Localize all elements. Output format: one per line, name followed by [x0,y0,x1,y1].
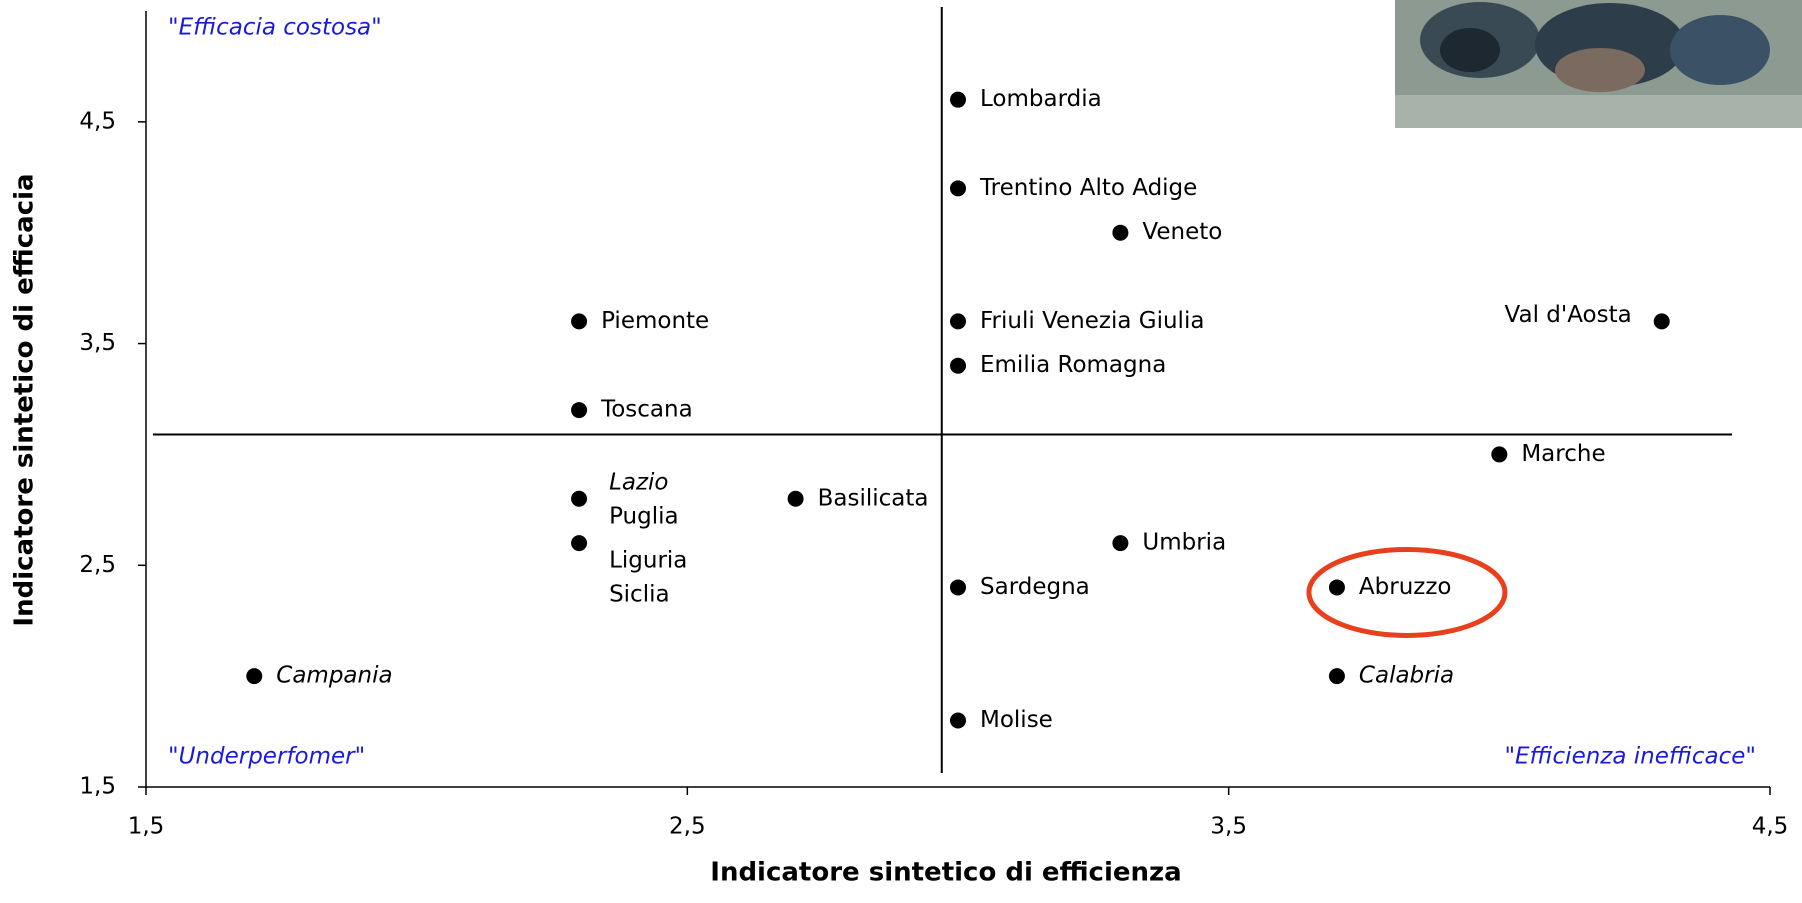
x-axis-title: Indicatore sintetico di efficienza [710,858,1181,888]
point [571,490,588,507]
x-tick-label: 3,5 [1210,814,1247,840]
point-label: Campania [276,663,392,689]
point-label: Toscana [600,397,693,423]
point [787,490,804,507]
point-label: Friuli Venezia Giulia [980,308,1204,334]
point-label: Lazio [609,469,668,495]
point-label: Veneto [1142,219,1222,245]
photo [1395,0,1802,128]
x-tick-label: 1,5 [128,814,165,840]
quadrant-label: "Efficienza inefficace" [1504,744,1756,770]
point [1112,224,1129,241]
point [246,668,263,685]
y-tick-label: 4,5 [79,108,116,134]
y-tick-label: 2,5 [79,552,116,578]
point [1112,535,1129,552]
y-axis-title: Indicatore sintetico di efficacia [10,173,40,626]
point-label: Abruzzo [1359,574,1452,600]
y-tick-label: 3,5 [79,330,116,356]
point [1328,579,1345,596]
point-label: Emilia Romagna [980,352,1166,378]
point [950,579,966,596]
point [571,313,588,330]
point [950,180,966,197]
point [950,357,966,374]
point [1653,313,1670,330]
point-label: Umbria [1142,530,1226,556]
point [950,712,966,729]
point-label: Sardegna [980,574,1090,600]
x-tick-label: 4,5 [1752,814,1789,840]
point-label: Liguria [609,548,687,574]
point [571,535,588,552]
point [950,313,966,330]
point-label: Marche [1521,441,1605,467]
point-label: Val d'Aosta [1505,302,1632,328]
point-label: Trentino Alto Adige [979,175,1197,201]
point-label: Piemonte [601,308,709,334]
point-label: Siclia [609,582,670,608]
point [571,402,588,419]
highlight-circle [1306,546,1508,638]
point-label: Molise [980,707,1053,733]
point-label: Puglia [609,503,679,529]
quadrant-label: "Efficacia costosa" [168,15,382,41]
x-tick-label: 2,5 [669,814,706,840]
point [1328,668,1345,685]
point-label: Calabria [1359,663,1454,689]
point [950,91,966,108]
point-label: Lombardia [980,86,1102,112]
point-label: Basilicata [818,485,929,511]
quadrant-label: "Underperfomer" [168,744,365,770]
y-tick-label: 1,5 [79,774,116,800]
point [1491,446,1508,463]
